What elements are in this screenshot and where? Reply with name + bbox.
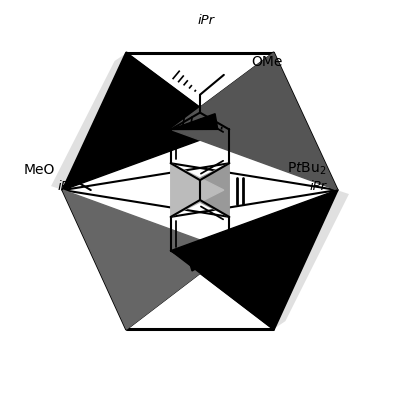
Polygon shape	[274, 190, 349, 329]
Text: iPr: iPr	[309, 180, 326, 192]
Polygon shape	[187, 251, 229, 271]
Polygon shape	[176, 163, 229, 217]
Text: iPr: iPr	[197, 14, 214, 27]
Polygon shape	[171, 53, 337, 190]
Text: OMe: OMe	[252, 55, 283, 69]
Text: MeO: MeO	[24, 163, 55, 177]
Text: iPr: iPr	[58, 180, 75, 192]
Polygon shape	[171, 163, 224, 217]
Polygon shape	[63, 190, 229, 329]
Polygon shape	[171, 114, 218, 130]
Polygon shape	[51, 53, 126, 190]
Text: P$t$Bu$_2$: P$t$Bu$_2$	[287, 161, 327, 177]
Polygon shape	[63, 53, 229, 190]
Polygon shape	[171, 190, 337, 329]
